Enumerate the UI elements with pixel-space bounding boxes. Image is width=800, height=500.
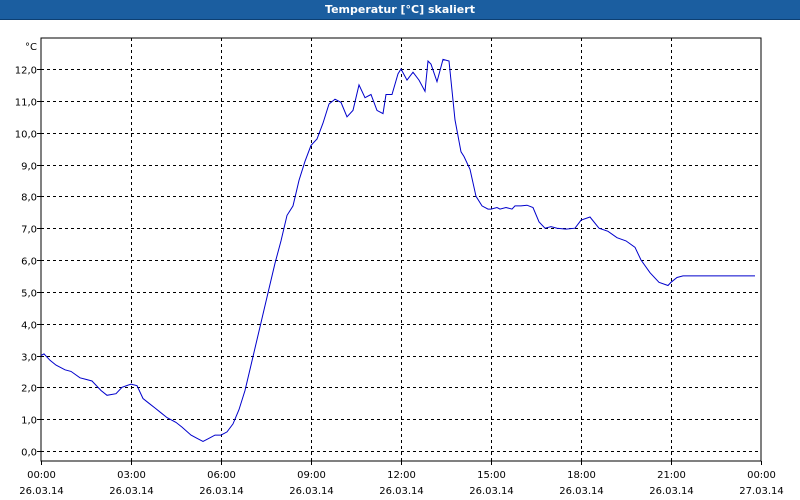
x-tick-time-label: 21:00 bbox=[657, 470, 686, 481]
x-tick-date-label: 26.03.14 bbox=[379, 486, 424, 497]
window-title: Temperatur [°C] skaliert bbox=[325, 3, 475, 16]
x-axis: 00:00 26.03.14 03:00 26.03.14 06:00 26.03.14 0… bbox=[19, 461, 784, 497]
x-tick-date-label: 26.03.14 bbox=[469, 486, 514, 497]
y-tick-label: 9,0 bbox=[21, 162, 37, 173]
y-tick-label: 10,0 bbox=[15, 130, 37, 141]
y-tick-label: 5,0 bbox=[21, 289, 37, 300]
x-tick-time-label: 00:00 bbox=[27, 470, 56, 481]
y-tick-label: 2,0 bbox=[21, 384, 37, 395]
x-tick-time-label: 09:00 bbox=[297, 470, 326, 481]
x-tick-time-label: 18:00 bbox=[567, 470, 596, 481]
y-tick-label: 4,0 bbox=[21, 321, 37, 332]
y-tick-label: 11,0 bbox=[15, 98, 37, 109]
y-tick-label: 6,0 bbox=[21, 257, 37, 268]
x-tick-time-label: 12:00 bbox=[387, 470, 416, 481]
series-line-temperature bbox=[40, 58, 755, 442]
x-tick-date-label: 26.03.14 bbox=[649, 486, 694, 497]
y-unit-label: °C bbox=[25, 42, 37, 53]
x-tick-date-label: 27.03.14 bbox=[739, 486, 784, 497]
title-bar: Temperatur [°C] skaliert bbox=[0, 0, 800, 20]
grid-lines bbox=[41, 38, 761, 461]
y-tick-label: 1,0 bbox=[21, 416, 37, 427]
x-tick-time-label: 03:00 bbox=[117, 470, 146, 481]
x-tick-date-label: 26.03.14 bbox=[289, 486, 334, 497]
x-tick-time-label: 00:00 bbox=[747, 470, 776, 481]
y-tick-label: 0,0 bbox=[21, 448, 37, 459]
x-tick-date-label: 26.03.14 bbox=[109, 486, 154, 497]
y-tick-label: 7,0 bbox=[21, 225, 37, 236]
y-axis: 0,0 1,0 2,0 3,0 4,0 5,0 6,0 7,0 8,0 9,0 10,0 11,0 12… bbox=[15, 66, 41, 459]
x-tick-date-label: 26.03.14 bbox=[199, 486, 244, 497]
x-tick-time-label: 15:00 bbox=[477, 470, 506, 481]
x-tick-time-label: 06:00 bbox=[207, 470, 236, 481]
x-tick-date-label: 26.03.14 bbox=[559, 486, 604, 497]
y-tick-label: 3,0 bbox=[21, 353, 37, 364]
y-tick-label: 12,0 bbox=[15, 66, 37, 77]
x-tick-date-label: 26.03.14 bbox=[19, 486, 64, 497]
y-tick-label: 8,0 bbox=[21, 193, 37, 204]
